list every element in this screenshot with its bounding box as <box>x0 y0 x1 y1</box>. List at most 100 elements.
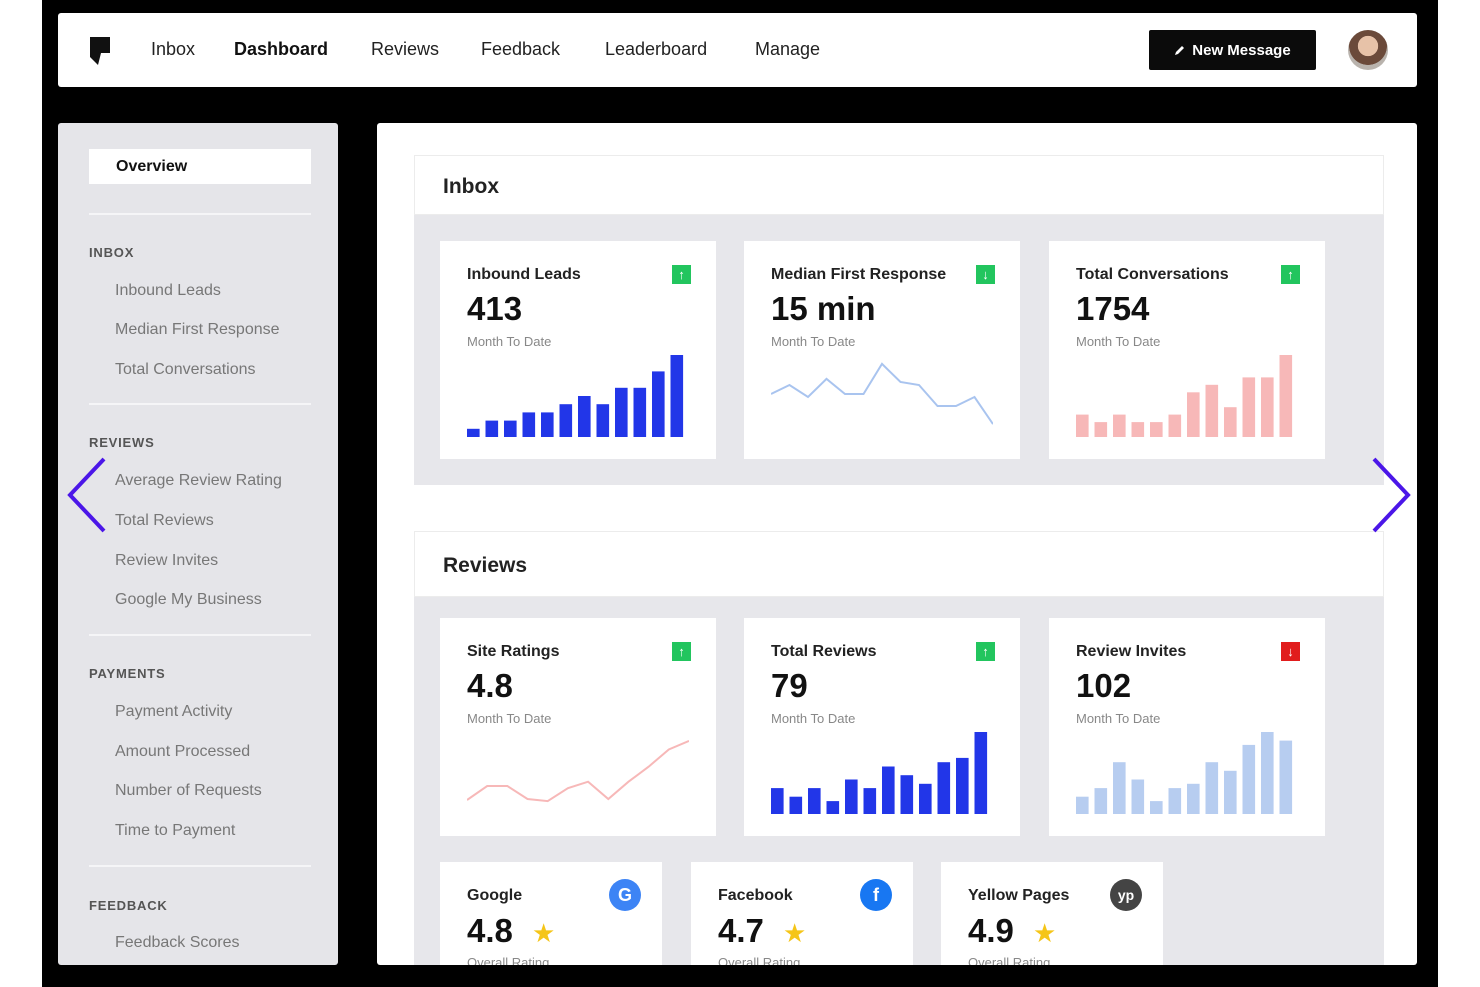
sparkline-bar <box>1113 762 1126 814</box>
card-subtitle: Month To Date <box>771 334 856 349</box>
carousel-prev-arrow-icon[interactable] <box>64 455 108 535</box>
sidebar-item-payment-activity[interactable]: Payment Activity <box>115 703 233 720</box>
nav-dashboard[interactable]: Dashboard <box>234 39 329 59</box>
trend-down-icon: ↓ <box>976 265 995 284</box>
card-subtitle: Month To Date <box>771 711 856 726</box>
pencil-icon <box>1175 46 1185 55</box>
sidebar-item-amount-processed[interactable]: Amount Processed <box>115 743 251 760</box>
sparkline-bar <box>845 779 858 814</box>
star-icon: ★ <box>1033 918 1057 948</box>
sidebar-item-google-my-business[interactable]: Google My Business <box>115 591 262 608</box>
user-avatar[interactable] <box>1348 30 1388 70</box>
sidebar-item-total-conversations[interactable]: Total Conversations <box>115 361 256 378</box>
card-subtitle: Month To Date <box>1076 334 1161 349</box>
sparkline-bar <box>1279 355 1293 437</box>
sidebar-item-feedback-scores[interactable]: Feedback Scores <box>115 934 240 951</box>
sparkline-bar <box>956 757 969 814</box>
sidebar-item-time-to-payment[interactable]: Time to Payment <box>115 822 236 839</box>
sparkline-bar <box>1187 783 1200 814</box>
sidebar-heading-inbox: INBOX <box>89 245 135 260</box>
stat-card-median-first-response[interactable]: Median First Response ↓ 15 min Month To … <box>744 241 1020 459</box>
site-ratings-sparkline <box>467 739 689 803</box>
stat-card-site-ratings[interactable]: Site Ratings ↑ 4.8 Month To Date <box>440 618 716 836</box>
nav-leaderboard[interactable]: Leaderboard <box>605 39 708 59</box>
sparkline-bar <box>596 404 610 437</box>
sparkline-bar <box>863 788 877 814</box>
sparkline-bar <box>1279 740 1293 814</box>
nav-inbox[interactable]: Inbox <box>151 39 196 59</box>
rating-card-facebook[interactable]: Facebook f 4.7 ★ Overall Rating <box>691 862 913 965</box>
trend-down-icon: ↓ <box>1281 642 1300 661</box>
sidebar-item-inbound-leads[interactable]: Inbound Leads <box>115 282 221 299</box>
rating-source-name: Google <box>467 887 523 904</box>
sparkline-bar <box>974 732 988 814</box>
card-subtitle: Month To Date <box>467 334 552 349</box>
card-title: Inbound Leads <box>467 266 581 283</box>
sidebar-item-number-of-requests[interactable]: Number of Requests <box>115 782 262 799</box>
sparkline-bar <box>559 404 573 437</box>
sidebar-heading-payments: PAYMENTS <box>89 666 166 681</box>
stat-card-total-conversations[interactable]: Total Conversations ↑ 1754 Month To Date <box>1049 241 1325 459</box>
card-value: 1754 <box>1076 290 1150 327</box>
sparkline-bar <box>882 766 895 814</box>
stat-card-review-invites[interactable]: Review Invites ↓ 102 Month To Date <box>1049 618 1325 836</box>
rating-value: 4.9 <box>968 912 1014 949</box>
card-title: Review Invites <box>1076 643 1187 660</box>
sidebar-item-median-first-response[interactable]: Median First Response <box>115 321 280 338</box>
sparkline-bar <box>652 371 665 437</box>
new-message-button[interactable]: New Message <box>1149 30 1316 70</box>
yellow-pages-icon: yp <box>1110 879 1142 911</box>
sparkline-bar <box>1224 770 1237 814</box>
sidebar-divider <box>89 213 311 215</box>
sparkline-bar <box>615 387 628 437</box>
stat-card-inbound-leads[interactable]: Inbound Leads ↑ 413 Month To Date <box>440 241 716 459</box>
sidebar-heading-feedback: FEEDBACK <box>89 898 168 913</box>
nav-manage[interactable]: Manage <box>755 39 821 59</box>
rating-card-yellow-pages[interactable]: Yellow Pages yp 4.9 ★ Overall Rating <box>941 862 1163 965</box>
sidebar-item-average-review-rating[interactable]: Average Review Rating <box>115 472 282 489</box>
reviews-section: Reviews Site Ratings ↑ 4.8 Month To Date… <box>414 531 1384 965</box>
brand-logo-icon[interactable] <box>88 35 114 67</box>
sparkline-bar <box>541 412 554 437</box>
nav-reviews[interactable]: Reviews <box>371 39 440 59</box>
sparkline-bar <box>1150 422 1163 437</box>
dashboard-main: Inbox Inbound Leads ↑ 413 Month To Date … <box>377 123 1417 965</box>
sparkline-bar <box>1076 414 1089 437</box>
carousel-next-arrow-icon[interactable] <box>1370 455 1414 535</box>
inbox-section-header: Inbox <box>414 155 1384 215</box>
sidebar-item-overview[interactable]: Overview <box>89 149 311 184</box>
sparkline-bar <box>1242 744 1256 814</box>
sparkline-bar <box>522 412 536 437</box>
card-title: Site Ratings <box>467 643 560 660</box>
rating-card-google[interactable]: Google G 4.8 ★ Overall Rating <box>440 862 662 965</box>
trend-up-icon: ↑ <box>672 265 691 284</box>
sidebar-item-review-invites[interactable]: Review Invites <box>115 552 219 569</box>
sidebar-divider <box>89 865 311 867</box>
sidebar-item-total-reviews[interactable]: Total Reviews <box>115 512 214 529</box>
sparkline-bar <box>633 387 647 437</box>
top-navigation-bar: Inbox Dashboard Reviews Feedback Leaderb… <box>58 13 1417 87</box>
sparkline-bar <box>1168 414 1182 437</box>
sparkline-bar <box>1076 796 1089 814</box>
sparkline-bar <box>1113 414 1126 437</box>
sparkline-bar <box>826 801 840 814</box>
star-icon: ★ <box>532 918 556 948</box>
card-value: 15 min <box>771 290 876 327</box>
card-value: 4.8 <box>467 667 513 704</box>
inbound-leads-sparkline <box>467 355 684 437</box>
rating-source-name: Facebook <box>718 887 793 904</box>
stat-card-total-reviews[interactable]: Total Reviews ↑ 79 Month To Date <box>744 618 1020 836</box>
sparkline-bar <box>1094 422 1108 437</box>
reviews-section-title: Reviews <box>443 554 528 577</box>
google-icon: G <box>609 879 641 911</box>
sidebar-heading-reviews: REVIEWS <box>89 435 155 450</box>
total-conversations-sparkline <box>1076 355 1293 437</box>
inbox-section-title: Inbox <box>443 175 499 198</box>
reviews-section-header: Reviews <box>414 531 1384 597</box>
nav-feedback[interactable]: Feedback <box>481 39 561 59</box>
card-subtitle: Month To Date <box>467 711 552 726</box>
trend-up-icon: ↑ <box>672 642 691 661</box>
sidebar: Overview INBOX Inbound Leads Median Firs… <box>58 123 338 965</box>
facebook-icon: f <box>860 879 892 911</box>
sparkline-bar <box>578 396 591 437</box>
